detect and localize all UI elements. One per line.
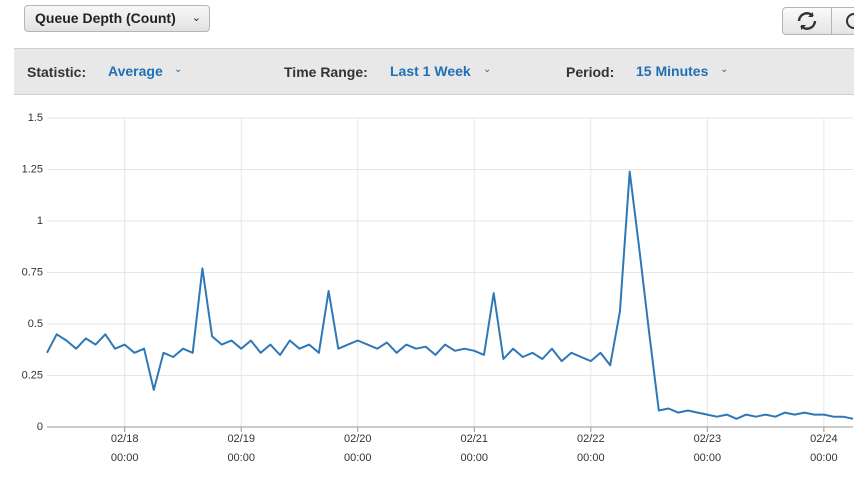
x-tick-label: 02/18 00:00	[110, 433, 139, 464]
controls-bar: Statistic: Average ⌄ Time Range: Last 1 …	[14, 48, 854, 95]
x-tick-label: 02/24 00:00	[810, 433, 838, 464]
statistic-value[interactable]: Average	[108, 63, 163, 79]
y-tick-label: 0.5	[28, 318, 43, 330]
chevron: ⌄	[720, 64, 729, 75]
period-label: Period:	[566, 64, 615, 80]
chevron: ⌄	[174, 64, 183, 75]
range-value[interactable]: Last 1 Week	[390, 63, 471, 79]
x-tick-label: 02/22 00:00	[577, 433, 605, 464]
metric-dropdown[interactable]: Queue Depth (Count) ⌄	[24, 5, 210, 32]
chevron: ⌄	[483, 64, 492, 75]
refresh-icon	[797, 12, 817, 30]
period-value[interactable]: 15 Minutes	[636, 63, 709, 79]
x-tick-label: 02/23 00:00	[693, 433, 722, 464]
x-tick-label: 02/19 00:00	[227, 433, 255, 464]
statistic-label: Statistic:	[27, 64, 87, 80]
metric-name: Queue Depth (Count)	[35, 10, 176, 26]
x-tick-label: 02/20 00:00	[343, 433, 372, 464]
data-line	[46, 170, 854, 420]
x-tick-label: 02/21 00:00	[460, 433, 489, 464]
zoom-icon	[846, 13, 854, 29]
y-tick-label: 1.25	[22, 163, 43, 175]
refresh-button[interactable]	[782, 7, 832, 35]
y-tick-label: 0	[37, 421, 43, 433]
y-tick-label: 0.75	[22, 266, 43, 278]
y-tick-label: 1.5	[28, 112, 43, 124]
zoom-button[interactable]	[831, 7, 854, 35]
caret: ⌄	[191, 12, 201, 24]
range-label: Time Range:	[284, 64, 368, 80]
y-tick-label: 1	[37, 215, 43, 227]
y-tick-label: 0.25	[22, 369, 43, 381]
